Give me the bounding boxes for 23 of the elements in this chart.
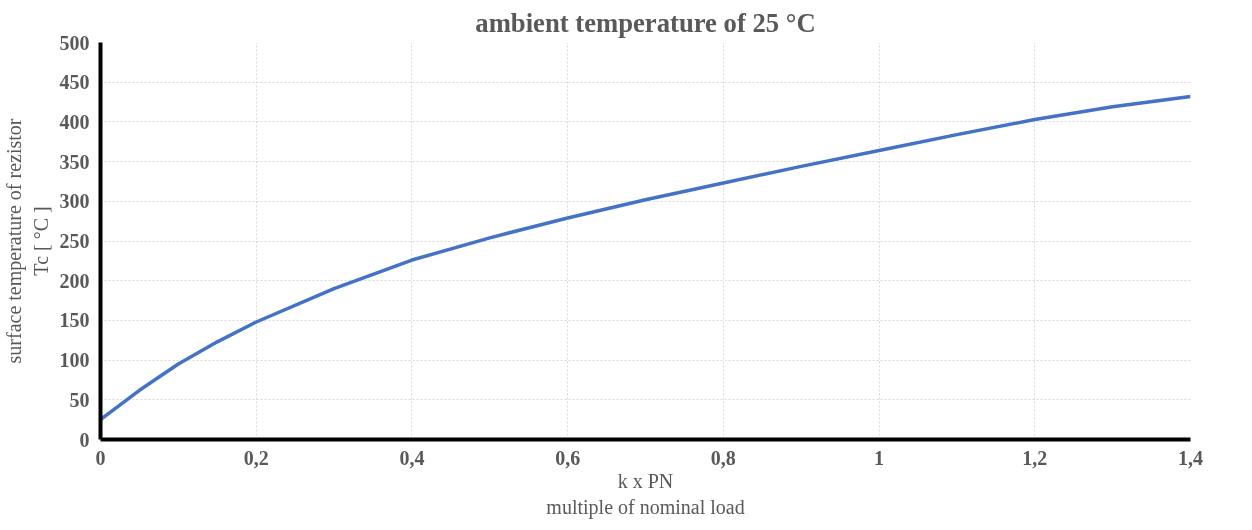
x-tick-label: 0 bbox=[95, 446, 106, 469]
y-tick-label: 500 bbox=[59, 31, 90, 54]
chart-title: ambient temperature of 25 °C bbox=[475, 7, 816, 38]
y-tick-label: 250 bbox=[59, 230, 90, 252]
y-tick-label: 450 bbox=[59, 71, 90, 94]
x-tick-label: 0,8 bbox=[710, 446, 736, 469]
y-tick-label: 50 bbox=[69, 388, 90, 411]
line-series bbox=[100, 94, 1191, 422]
y-tick-label: 0 bbox=[79, 428, 90, 451]
x-tick-label: 0,4 bbox=[399, 446, 425, 469]
x-tick-label: 0,6 bbox=[555, 446, 581, 469]
y-tick-label: 150 bbox=[59, 309, 90, 332]
x-tick-label: 1 bbox=[874, 446, 885, 469]
x-tick-label: 1,2 bbox=[1022, 446, 1048, 469]
y-tick-label: 400 bbox=[59, 110, 90, 133]
y-tick-label: 350 bbox=[59, 150, 90, 173]
y-tick-label: 300 bbox=[59, 190, 90, 213]
y-tick-label: 100 bbox=[59, 349, 90, 372]
x-tick-label: 0,2 bbox=[243, 446, 269, 469]
x-axis-title: k x PN multiple of nominal load bbox=[546, 469, 745, 519]
x-tick-label: 1,4 bbox=[1178, 446, 1203, 469]
y-axis-title: surface temperature of rezistor Tc [ °C ] bbox=[3, 118, 52, 364]
y-tick-label: 200 bbox=[59, 269, 90, 292]
